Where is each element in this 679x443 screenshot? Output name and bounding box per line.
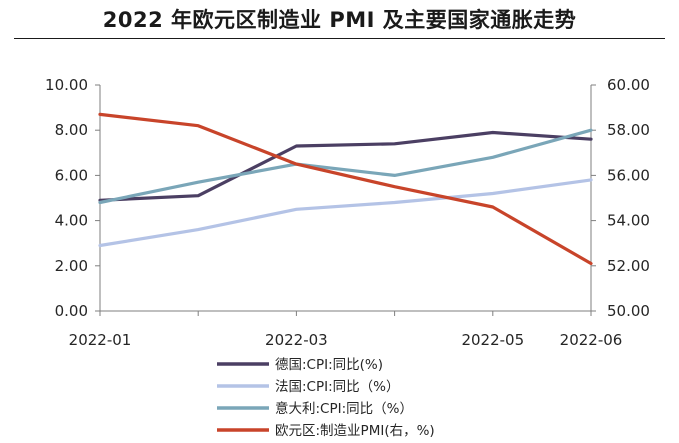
series-line-1 <box>98 130 593 202</box>
legend-label: 法国:CPI:同比（%） <box>275 379 399 395</box>
title-underline <box>14 38 665 39</box>
axes: 0.00 2.00 4.00 6.00 8.00 10.00 50.00 52.00 54.00… <box>45 76 650 349</box>
right-tick-label: 56.00 <box>607 166 650 184</box>
left-tick-label: 0.00 <box>55 302 88 320</box>
x-tick-label: 2022-03 <box>265 331 328 349</box>
series-line-4 <box>98 112 593 266</box>
left-tick-label: 2.00 <box>55 257 88 275</box>
chart-title: 2022 年欧元区制造业 PMI 及主要国家通胀走势 <box>102 8 577 32</box>
right-tick-label: 52.00 <box>607 257 650 275</box>
left-tick-label: 8.00 <box>55 121 88 139</box>
series-line-2 <box>98 178 593 248</box>
legend-label: 意大利:CPI:同比（%） <box>275 400 413 417</box>
legend: 德国:CPI:同比(%) 法国:CPI:同比（%） 意大利:CPI:同比（%） 欧元区… <box>217 357 435 439</box>
left-tick-label: 4.00 <box>55 212 88 230</box>
legend-label: 德国:CPI:同比(%) <box>275 357 383 373</box>
left-tick-label: 10.00 <box>45 76 88 94</box>
right-tick-label: 60.00 <box>607 76 650 94</box>
right-tick-label: 54.00 <box>607 212 650 230</box>
right-tick-label: 50.00 <box>607 302 650 320</box>
right-tick-label: 58.00 <box>607 121 650 139</box>
left-tick-label: 6.00 <box>55 166 88 184</box>
x-tick-label: 2022-06 <box>560 331 623 349</box>
x-tick-label: 2022-05 <box>461 331 524 349</box>
x-tick-label: 2022-01 <box>69 331 132 349</box>
series-line-3 <box>98 128 593 205</box>
legend-label: 欧元区:制造业PMI(右，%) <box>275 423 435 439</box>
series-lines <box>98 112 593 266</box>
